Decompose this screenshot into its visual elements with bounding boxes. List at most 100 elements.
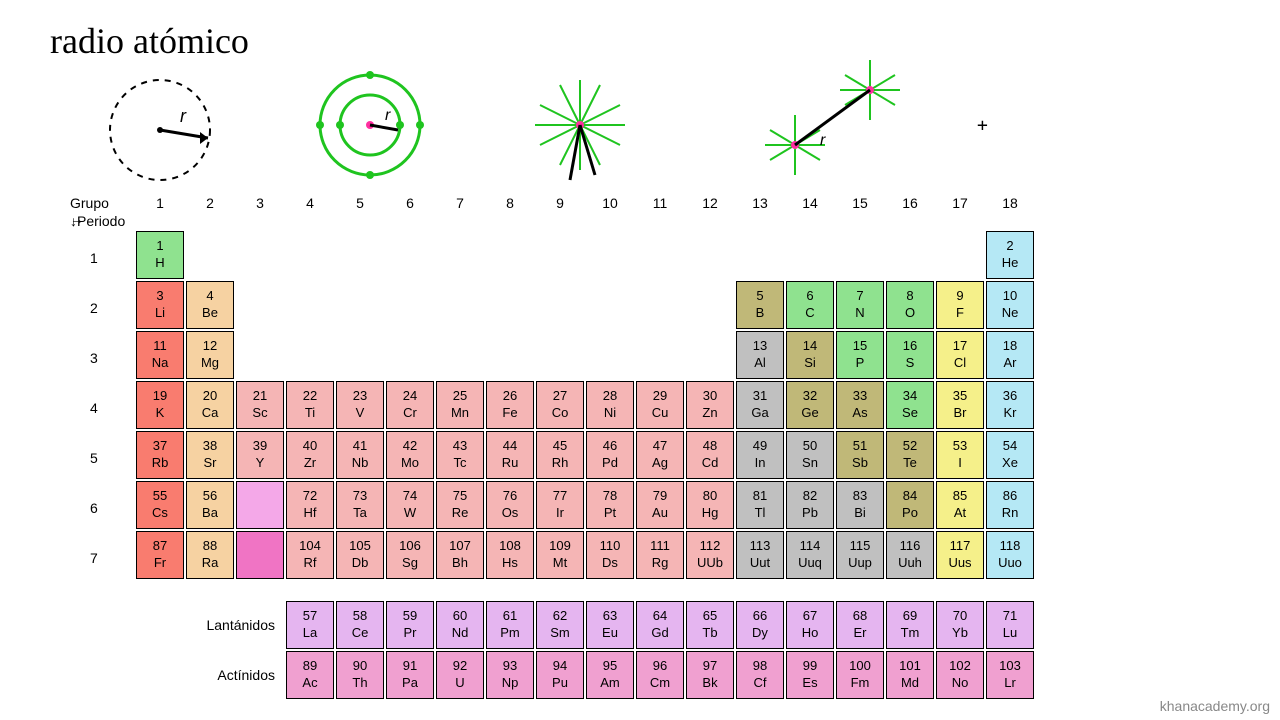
element-cell: 48Cd — [686, 431, 734, 479]
element-cell: 111Rg — [636, 531, 684, 579]
period-number: 6 — [90, 483, 98, 533]
element-cell: 92U — [436, 651, 484, 699]
element-cell: 7N — [836, 281, 884, 329]
watermark: khanacademy.org — [1160, 698, 1270, 714]
element-cell: 91Pa — [386, 651, 434, 699]
element-cell: 89Ac — [286, 651, 334, 699]
element-cell: 106Sg — [386, 531, 434, 579]
page-title: radio atómico — [50, 20, 249, 62]
element-cell: 107Bh — [436, 531, 484, 579]
element-cell: 15P — [836, 331, 884, 379]
element-cell: 26Fe — [486, 381, 534, 429]
element-cell: 79Au — [636, 481, 684, 529]
element-cell: 35Br — [936, 381, 984, 429]
element-cell: 54Xe — [986, 431, 1034, 479]
element-cell: 28Ni — [586, 381, 634, 429]
element-cell: 58Ce — [336, 601, 384, 649]
element-cell: 21Sc — [236, 381, 284, 429]
f-block: Lantánidos 57La58Ce59Pr60Nd61Pm62Sm63Eu6… — [285, 600, 1035, 700]
element-cell: 40Zr — [286, 431, 334, 479]
element-cell: 19K — [136, 381, 184, 429]
cursor-crosshair-icon: + — [977, 115, 988, 136]
ptable-grid: 1H2He3Li4Be5B6C7N8O9F10Ne11Na12Mg13Al14S… — [135, 230, 1035, 580]
element-cell: 1H — [136, 231, 184, 279]
element-cell: 59Pr — [386, 601, 434, 649]
element-cell: 77Ir — [536, 481, 584, 529]
element-cell: 5B — [736, 281, 784, 329]
element-cell: 96Cm — [636, 651, 684, 699]
element-cell: 76Os — [486, 481, 534, 529]
element-cell: 71Lu — [986, 601, 1034, 649]
group-numbers: 123456789101112131415161718 — [135, 195, 1035, 211]
period-number: 4 — [90, 383, 98, 433]
group-number: 12 — [685, 195, 735, 211]
actinides-row: Actínidos 89Ac90Th91Pa92U93Np94Pu95Am96C… — [285, 650, 1035, 700]
group-number: 9 — [535, 195, 585, 211]
element-cell: 30Zn — [686, 381, 734, 429]
element-cell: 110Ds — [586, 531, 634, 579]
element-cell: 74W — [386, 481, 434, 529]
svg-text:r: r — [385, 107, 391, 124]
element-cell: 18Ar — [986, 331, 1034, 379]
element-cell: 34Se — [886, 381, 934, 429]
element-cell: 69Tm — [886, 601, 934, 649]
element-cell: 53I — [936, 431, 984, 479]
element-cell: 99Es — [786, 651, 834, 699]
element-cell: 116Uuh — [886, 531, 934, 579]
element-cell: 24Cr — [386, 381, 434, 429]
element-cell: 70Yb — [936, 601, 984, 649]
element-cell: 108Hs — [486, 531, 534, 579]
element-cell: 101Md — [886, 651, 934, 699]
element-cell: 100Fm — [836, 651, 884, 699]
element-cell: 6C — [786, 281, 834, 329]
element-cell: 41Nb — [336, 431, 384, 479]
period-number: 2 — [90, 283, 98, 333]
element-cell: 4Be — [186, 281, 234, 329]
element-cell: 46Pd — [586, 431, 634, 479]
element-cell: 47Ag — [636, 431, 684, 479]
element-cell: 49In — [736, 431, 784, 479]
element-cell: 13Al — [736, 331, 784, 379]
element-cell: 93Np — [486, 651, 534, 699]
element-cell: 86Rn — [986, 481, 1034, 529]
element-cell: 38Sr — [186, 431, 234, 479]
element-cell: 43Tc — [436, 431, 484, 479]
element-cell: 75Re — [436, 481, 484, 529]
element-cell: 11Na — [136, 331, 184, 379]
lanthanides-label: Lantánidos — [206, 600, 285, 650]
element-cell: 90Th — [336, 651, 384, 699]
lanthanides-row: Lantánidos 57La58Ce59Pr60Nd61Pm62Sm63Eu6… — [285, 600, 1035, 650]
group-number: 8 — [485, 195, 535, 211]
element-cell: 36Kr — [986, 381, 1034, 429]
element-cell: 25Mn — [436, 381, 484, 429]
element-cell: 63Eu — [586, 601, 634, 649]
element-cell: 83Bi — [836, 481, 884, 529]
element-cell: 118Uuo — [986, 531, 1034, 579]
element-cell: 55Cs — [136, 481, 184, 529]
element-cell: 103Lr — [986, 651, 1034, 699]
element-cell: 98Cf — [736, 651, 784, 699]
element-cell: 84Po — [886, 481, 934, 529]
element-cell: 67Ho — [786, 601, 834, 649]
element-cell: 20Ca — [186, 381, 234, 429]
actinides-label: Actínidos — [217, 650, 285, 700]
element-cell: 102No — [936, 651, 984, 699]
element-cell: 115Uup — [836, 531, 884, 579]
group-number: 16 — [885, 195, 935, 211]
element-cell: 12Mg — [186, 331, 234, 379]
group-number: 3 — [235, 195, 285, 211]
element-cell: 44Ru — [486, 431, 534, 479]
element-cell — [236, 531, 284, 579]
element-cell: 50Sn — [786, 431, 834, 479]
element-cell: 66Dy — [736, 601, 784, 649]
element-cell: 72Hf — [286, 481, 334, 529]
group-number: 18 — [985, 195, 1035, 211]
period-number: 1 — [90, 233, 98, 283]
group-number: 1 — [135, 195, 185, 211]
element-cell: 52Te — [886, 431, 934, 479]
element-cell: 95Am — [586, 651, 634, 699]
svg-text:r: r — [820, 132, 826, 149]
element-cell: 112UUb — [686, 531, 734, 579]
group-number: 7 — [435, 195, 485, 211]
element-cell: 94Pu — [536, 651, 584, 699]
